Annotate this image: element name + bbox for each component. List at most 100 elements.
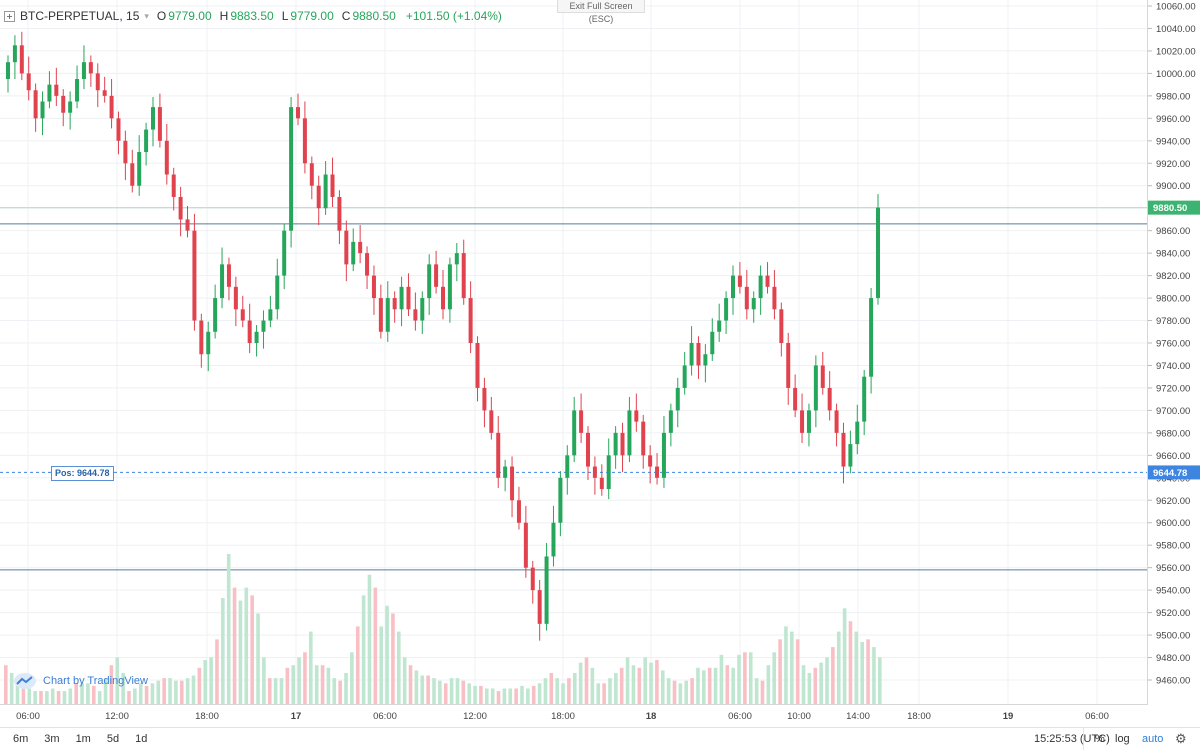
candle-body xyxy=(81,62,86,80)
high-label: H xyxy=(219,9,229,23)
candle-body xyxy=(164,140,169,175)
candle-body xyxy=(240,309,245,321)
candle-body xyxy=(489,410,494,433)
percent-toggle[interactable]: % xyxy=(1095,733,1105,745)
candle-body xyxy=(95,73,100,91)
volume-bar xyxy=(420,675,425,704)
candle-body xyxy=(68,101,73,113)
candle-body xyxy=(378,298,383,332)
volume-bar xyxy=(514,688,518,704)
candle-body xyxy=(841,432,846,467)
volume-bar xyxy=(702,670,706,704)
volume-bar xyxy=(713,667,718,704)
volume-bar xyxy=(854,631,859,704)
time-axis[interactable]: 06:00 12:00 18:00 17 06:00 12:00 18:00 18 06:00 1… xyxy=(0,705,1148,727)
volume-bar xyxy=(39,691,43,704)
volume-bar xyxy=(619,667,624,704)
volume-bar xyxy=(121,672,125,704)
volume-bar xyxy=(27,688,32,704)
exit-full-screen-button[interactable]: Exit Full Screen (ESC) xyxy=(557,0,645,24)
x-tick-label: 19 xyxy=(1003,711,1014,722)
volume-bar xyxy=(872,647,876,704)
candle-body xyxy=(689,343,694,366)
volume-bar xyxy=(537,683,542,704)
auto-toggle[interactable]: auto xyxy=(1142,733,1164,745)
range-1m[interactable]: 1m xyxy=(75,733,91,745)
candle-body xyxy=(779,309,784,343)
candle-body xyxy=(634,410,639,422)
volume-bar xyxy=(133,688,137,704)
range-3m[interactable]: 3m xyxy=(44,733,60,745)
volume-bar xyxy=(385,605,389,704)
volume-bar xyxy=(350,652,354,704)
candle-body xyxy=(171,174,176,197)
high-value: 9883.50 xyxy=(230,9,274,23)
candle-body xyxy=(703,354,708,366)
volume-bar xyxy=(473,685,477,704)
volume-bar xyxy=(737,654,741,704)
volume-bar xyxy=(373,587,378,704)
volume-bar xyxy=(754,678,759,704)
volume-bar xyxy=(332,678,337,704)
chart-settings-icon[interactable] xyxy=(4,10,15,22)
volume-bar xyxy=(86,683,90,704)
candle-body xyxy=(530,567,535,591)
close-label: C xyxy=(341,9,351,23)
volume-bar xyxy=(185,678,190,704)
volume-bar xyxy=(144,685,149,704)
range-1d[interactable]: 1d xyxy=(135,733,148,745)
y-tick-label: 9620.00 xyxy=(1156,496,1190,507)
candle-body xyxy=(558,477,563,523)
x-tick-label: 18:00 xyxy=(551,711,575,722)
y-tick-label: 9760.00 xyxy=(1156,339,1190,350)
log-toggle[interactable]: log xyxy=(1115,733,1130,745)
symbol-name[interactable]: BTC-PERPETUAL, 15 xyxy=(20,9,140,23)
change-value: +101.50 (+1.04%) xyxy=(405,9,502,23)
candle-body xyxy=(330,174,335,197)
candle-body xyxy=(565,455,570,478)
candle-body xyxy=(869,298,874,377)
volume-bar xyxy=(397,631,401,704)
y-tick-label: 9560.00 xyxy=(1156,563,1190,574)
candle-body xyxy=(289,107,294,231)
candle-body xyxy=(468,298,473,343)
volume-bar xyxy=(250,595,254,704)
y-tick-label: 9900.00 xyxy=(1156,181,1190,192)
price-axis[interactable]: 10060.00 10040.00 10020.00 10000.00 9980.00 9… xyxy=(1148,0,1200,705)
volume-bar xyxy=(62,691,67,704)
volume-bar xyxy=(684,680,689,704)
volume-bar xyxy=(678,683,683,704)
position-label[interactable]: Pos: 9644.78 xyxy=(51,466,114,481)
candle-body xyxy=(26,73,31,91)
volume-bar xyxy=(267,678,272,704)
candle-body xyxy=(641,421,646,456)
candle-body xyxy=(282,230,287,276)
volume-bar xyxy=(666,678,671,704)
candle-body xyxy=(758,275,763,299)
y-tick-label: 10020.00 xyxy=(1156,46,1196,57)
tradingview-branding[interactable]: Chart by TradingView xyxy=(13,672,148,690)
candle-body xyxy=(358,241,363,254)
candle-body xyxy=(157,107,162,141)
volume-bar xyxy=(303,652,307,704)
candle-body xyxy=(323,174,328,209)
volume-bar xyxy=(320,665,325,704)
candle-body xyxy=(661,432,666,478)
volume-bar xyxy=(825,657,829,704)
range-6m[interactable]: 6m xyxy=(13,733,29,745)
volume-bar xyxy=(760,680,765,704)
volume-bar xyxy=(314,665,319,704)
x-tick-label: 06:00 xyxy=(16,711,40,722)
chevron-down-icon[interactable]: ▾ xyxy=(144,10,149,21)
candle-body xyxy=(744,286,749,310)
volume-bar xyxy=(80,683,84,704)
price-plot[interactable] xyxy=(0,0,1148,705)
candle-body xyxy=(192,230,197,321)
range-5d[interactable]: 5d xyxy=(106,733,120,745)
volume-bar xyxy=(45,691,49,704)
volume-bar xyxy=(502,688,507,704)
volume-bar xyxy=(543,678,548,704)
utc-clock[interactable]: 15:25:53 (UTC) xyxy=(1034,733,1110,745)
gear-icon[interactable]: ⚙ xyxy=(1175,731,1187,746)
